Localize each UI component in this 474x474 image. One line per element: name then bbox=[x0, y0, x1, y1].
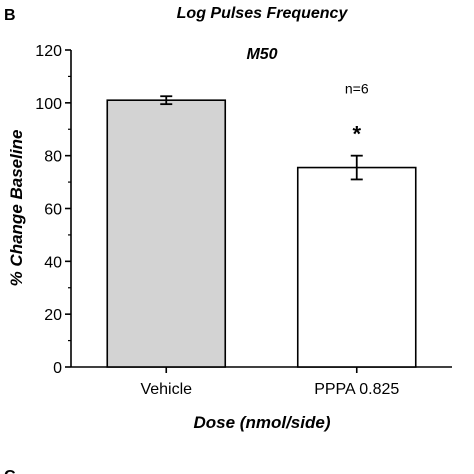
x-axis-label: Dose (nmol/side) bbox=[194, 413, 331, 432]
plot-area: 0 20 40 60 80 100 120 Vehicle PPPA 0.825 * n=6 bbox=[35, 43, 452, 398]
chart-subtitle: M50 bbox=[246, 46, 277, 63]
y-tick-label: 0 bbox=[53, 360, 62, 377]
chart-title: Log Pulses Frequency bbox=[177, 5, 349, 22]
y-tick-label: 80 bbox=[44, 149, 62, 166]
y-axis-label: % Change Baseline bbox=[7, 130, 26, 287]
x-tick-label: Vehicle bbox=[140, 381, 192, 398]
y-tick-label: 40 bbox=[44, 254, 62, 271]
x-tick-label: PPPA 0.825 bbox=[314, 381, 399, 398]
sample-size-label: n=6 bbox=[345, 81, 369, 97]
bar bbox=[106, 99, 227, 368]
panel-letter: B bbox=[4, 7, 16, 24]
bar bbox=[296, 166, 417, 368]
significance-marker: * bbox=[352, 122, 361, 147]
y-tick-label: 100 bbox=[35, 96, 62, 113]
y-tick-label: 120 bbox=[35, 43, 62, 60]
y-tick-label: 20 bbox=[44, 307, 62, 324]
y-tick-label: 60 bbox=[44, 202, 62, 219]
next-panel-letter: C bbox=[4, 468, 16, 474]
